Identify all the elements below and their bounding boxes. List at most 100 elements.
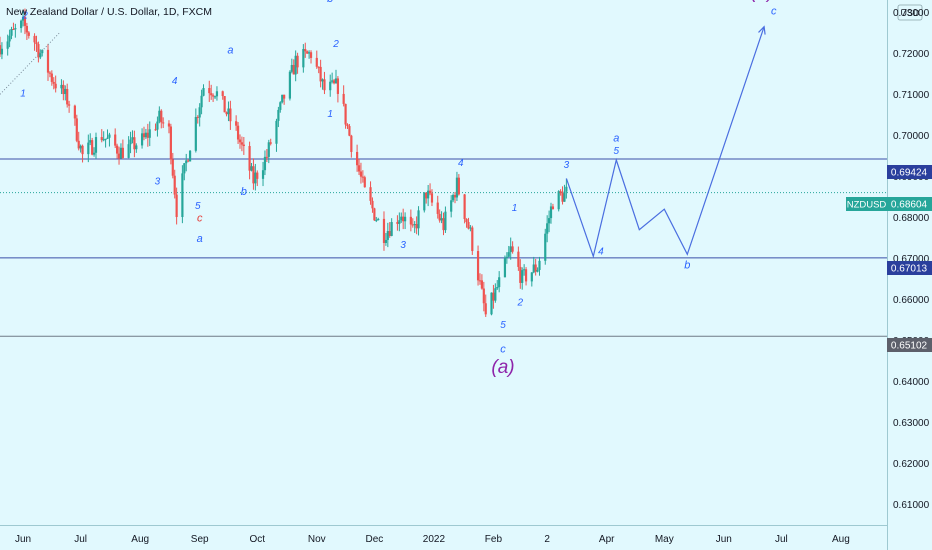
candle-body-129 <box>346 124 349 127</box>
candle-body-177 <box>476 251 480 281</box>
ticker-price-badge-bg <box>887 197 932 211</box>
time-axis[interactable]: Jun Jul Aug Sep Oct Nov Dec 2022 Feb 2 Apr May Jun Ju… <box>0 525 887 546</box>
candle-body-94 <box>252 166 255 184</box>
candle-body-108 <box>290 64 293 72</box>
candle-body-149 <box>400 216 403 221</box>
candle-body-78 <box>210 93 213 96</box>
candle-body-209 <box>561 193 564 202</box>
candle-body-48 <box>129 139 132 145</box>
candle-body-62 <box>167 123 171 127</box>
candle-body-105 <box>281 94 284 103</box>
candle-body-96 <box>256 172 259 179</box>
candle-body-95 <box>254 172 257 184</box>
candle-body-176 <box>471 227 474 252</box>
candle-body-86 <box>229 108 232 122</box>
candle-body-179 <box>480 280 483 289</box>
wave-label-5: 5 <box>195 201 201 212</box>
price-tick-1: 0.72000 <box>893 49 930 60</box>
candle-body-57 <box>154 129 157 131</box>
candle-body-210 <box>563 191 566 202</box>
candle-body-6 <box>14 28 17 30</box>
candle-body-52 <box>140 133 144 146</box>
candle-body-53 <box>142 133 146 138</box>
chart-title: New Zealand Dollar / U.S. Dollar, 1D, FX… <box>6 6 212 18</box>
candle-body-66 <box>175 194 178 218</box>
support-level-badge-text: 0.65102 <box>891 341 928 352</box>
candle-body-18 <box>48 72 52 74</box>
candle-body-147 <box>396 222 399 224</box>
wave-label-18: c <box>500 344 506 356</box>
candle-body-123 <box>331 80 334 82</box>
wave-label-4: 3 <box>155 177 161 188</box>
candle-body-160 <box>428 190 432 194</box>
wave-label-1: 2 <box>21 11 28 22</box>
candle-body-101 <box>269 142 272 144</box>
candle-body-202 <box>544 233 547 261</box>
candle-body-182 <box>490 292 493 315</box>
candle-body-188 <box>505 256 508 259</box>
time-tick-12: Jun <box>716 534 732 545</box>
candle-body-152 <box>409 216 412 225</box>
candle-body-192 <box>517 251 520 267</box>
candle-body-156 <box>417 210 420 229</box>
candle-body-121 <box>323 79 326 91</box>
projection-arrowhead <box>758 25 766 35</box>
ticker-badge[interactable]: NZDUSD 0.68604 <box>846 197 932 211</box>
candle-body-46 <box>121 147 124 158</box>
upper-level-badge[interactable]: 0.69424 <box>887 165 932 179</box>
projection-path[interactable] <box>565 25 766 259</box>
support-level-badge[interactable]: 0.65102 <box>887 338 932 352</box>
candle-body-59 <box>158 110 161 122</box>
candle-body-117 <box>315 57 318 67</box>
candle-body-178 <box>478 280 482 282</box>
candle-body-131 <box>350 135 353 152</box>
candle-body-208 <box>559 191 562 194</box>
candle-body-135 <box>361 176 364 178</box>
wave-label-26: c <box>771 5 777 17</box>
candle-body-172 <box>463 194 466 220</box>
candle-body-125 <box>334 78 338 84</box>
candle-body-104 <box>279 102 282 110</box>
time-tick-9: 2 <box>544 534 550 545</box>
price-tick-3: 0.70000 <box>893 131 930 142</box>
candle-body-30 <box>79 145 82 149</box>
wave-label-19: (a) <box>491 357 514 378</box>
candle-body-126 <box>336 78 340 94</box>
lower-level-badge-text: 0.67013 <box>891 264 928 275</box>
candle-body-203 <box>546 223 549 234</box>
candle-body-65 <box>173 175 176 195</box>
candle-body-180 <box>482 288 485 304</box>
projection-polyline[interactable] <box>565 26 765 259</box>
candle-body-97 <box>261 170 265 179</box>
candle-body-165 <box>442 218 445 231</box>
time-tick-11: May <box>655 534 674 545</box>
candle-body-24 <box>64 88 67 95</box>
candle-body-84 <box>225 112 228 115</box>
candle-body-79 <box>212 95 215 97</box>
candle-body-174 <box>467 222 470 229</box>
candle-body-136 <box>363 177 366 188</box>
candle-body-206 <box>551 206 555 210</box>
candle-body-23 <box>62 84 65 95</box>
candle-body-17 <box>46 49 50 73</box>
candle-body-150 <box>402 216 405 222</box>
candle-body-141 <box>377 218 380 221</box>
candle-body-54 <box>144 132 148 138</box>
ticker-name: NZDUSD <box>847 200 887 211</box>
candle-body-184 <box>494 288 497 301</box>
wave-label-20: 3 <box>564 160 570 171</box>
candle-body-201 <box>538 260 541 270</box>
candle-body-164 <box>440 218 443 221</box>
candle-body-109 <box>292 64 295 75</box>
candle-body-170 <box>455 177 459 198</box>
candle-body-122 <box>329 81 332 91</box>
lower-level-badge[interactable]: 0.67013 <box>887 261 932 275</box>
candle-body-140 <box>375 220 378 222</box>
horizontal-levels[interactable] <box>0 158 887 337</box>
currency-button[interactable] <box>897 4 923 21</box>
candle-body-146 <box>390 222 393 236</box>
candle-body-39 <box>104 138 107 140</box>
